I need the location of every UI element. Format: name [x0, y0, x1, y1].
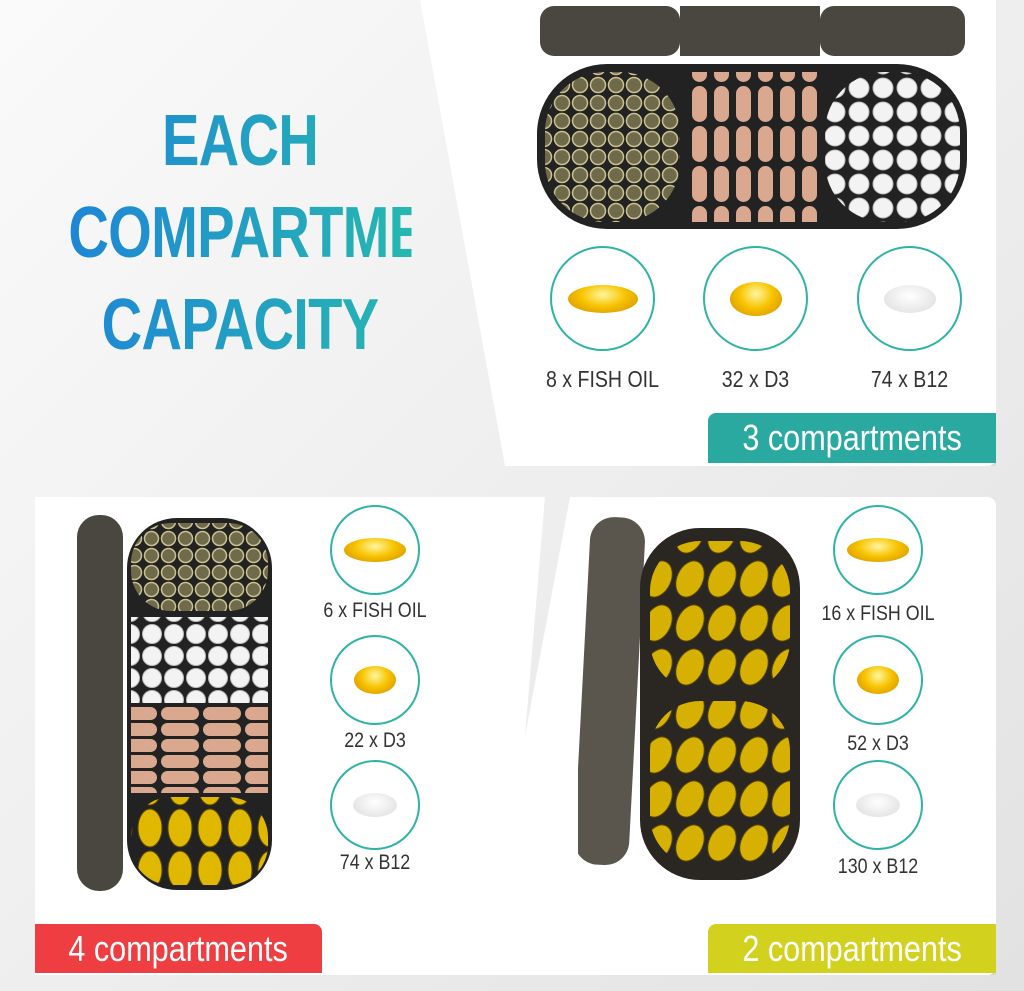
headline-line-2: COMPARTMENT	[68, 193, 499, 273]
b12-circle	[330, 760, 420, 850]
d3-count: 22 x D3	[344, 729, 406, 752]
b12-tablet-icon	[856, 793, 900, 817]
fish-oil-count: 16 x FISH OIL	[821, 602, 935, 625]
fish-oil-softgel-icon	[344, 538, 406, 562]
pill-case-3-compartments-image	[537, 6, 967, 229]
fish-oil-circle	[833, 505, 923, 595]
b12-tablet-icon	[353, 793, 397, 817]
fish-oil-softgel-icon	[847, 538, 909, 562]
fish-oil-circle	[550, 246, 655, 351]
headline-line-1: EACH	[161, 101, 318, 181]
d3-softgel-icon	[729, 281, 782, 316]
b12-circle	[857, 246, 962, 351]
d3-softgel-icon	[354, 666, 396, 694]
badge-2-compartments: 2 compartments	[708, 924, 996, 973]
fish-oil-circle	[330, 505, 420, 595]
pill-case-2-compartments-image	[578, 517, 800, 880]
b12-tablet-icon	[883, 284, 936, 313]
headline: EACH COMPARTMENT CAPACITY	[68, 95, 411, 371]
b12-count: 74 x B12	[339, 851, 411, 874]
d3-count: 52 x D3	[847, 732, 909, 755]
fish-oil-softgel-icon	[567, 284, 638, 313]
b12-count: 130 x B12	[837, 855, 919, 878]
b12-circle	[833, 760, 923, 850]
fish-oil-count: 6 x FISH OIL	[323, 599, 427, 622]
d3-count: 32 x D3	[721, 366, 790, 392]
headline-line-3: CAPACITY	[101, 285, 379, 365]
fish-oil-count: 8 x FISH OIL	[546, 366, 659, 392]
d3-softgel-icon	[857, 666, 899, 694]
b12-count: 74 x B12	[870, 366, 949, 392]
d3-circle	[703, 246, 808, 351]
badge-4-compartments: 4 compartments	[35, 924, 322, 973]
badge-3-compartments: 3 compartments	[708, 413, 996, 463]
d3-circle	[833, 635, 923, 725]
d3-circle	[330, 635, 420, 725]
pill-case-4-compartments-image	[77, 515, 272, 891]
